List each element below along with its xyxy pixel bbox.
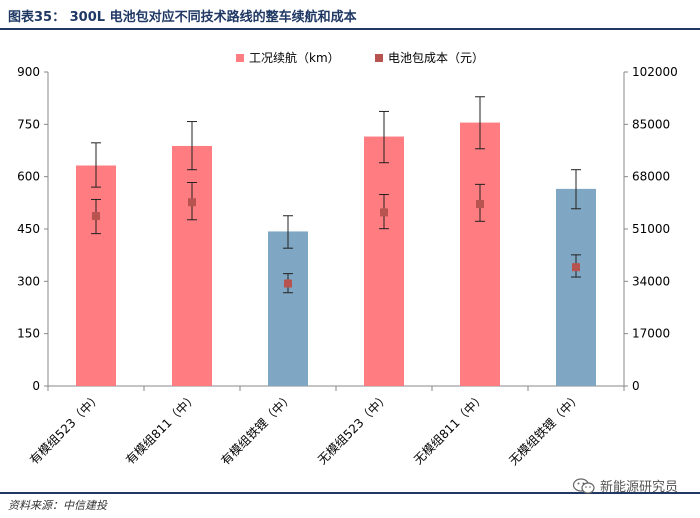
report-header: 图表35： 300L 电池包对应不同技术路线的整车续航和成本 <box>0 0 700 30</box>
bar-range <box>76 165 116 386</box>
chart: 0 150 300 450 600 750 900 0 17000 34000 51000 68000… <box>17 50 678 468</box>
y-left-tick-label: 0 <box>32 379 40 393</box>
cost-marker <box>380 208 388 217</box>
y-right-tick-label: 0 <box>632 379 640 393</box>
x-category-label: 无模组523（中） <box>314 390 392 468</box>
watermark: 新能源研究员 <box>572 476 678 495</box>
y-left-tick-label: 750 <box>17 117 40 131</box>
x-category-label: 无模组811（中） <box>410 390 488 468</box>
y-right-tick-label: 85000 <box>632 117 670 131</box>
x-category-label: 有模组811（中） <box>122 390 200 468</box>
y-right-tick-label: 17000 <box>632 327 670 341</box>
bar-range <box>364 136 404 386</box>
legend-cost-label: 电池包成本（元） <box>388 51 484 65</box>
cost-marker <box>92 212 100 221</box>
source-note: 资料来源：中信建投 <box>8 499 107 512</box>
wechat-icon <box>572 477 595 494</box>
cost-marker <box>188 198 196 207</box>
cost-marker <box>284 279 292 288</box>
bar-range <box>460 122 500 386</box>
bar-range <box>172 145 212 386</box>
x-category-label: 无模组铁锂（中） <box>506 390 584 468</box>
bar-range <box>556 188 596 386</box>
x-category-label: 有模组铁锂（中） <box>218 390 296 468</box>
watermark-text: 新能源研究员 <box>599 480 678 495</box>
x-category-label: 有模组523（中） <box>26 390 104 468</box>
header-rule <box>0 28 700 30</box>
legend-range-label: 工况续航（km） <box>249 50 340 65</box>
y-left-tick-label: 900 <box>17 65 40 79</box>
bar-range <box>268 231 308 386</box>
y-left-tick-label: 150 <box>17 327 40 341</box>
legend-range-swatch <box>236 54 244 62</box>
y-right-tick-label: 34000 <box>632 274 670 288</box>
footer-rule <box>0 492 700 494</box>
figure-title: 图表35： 300L 电池包对应不同技术路线的整车续航和成本 <box>8 10 357 25</box>
y-right-tick-label: 68000 <box>632 170 670 184</box>
y-right-tick-label: 51000 <box>632 222 670 236</box>
y-left-tick-label: 600 <box>17 170 40 184</box>
y-left-tick-label: 450 <box>17 222 40 236</box>
y-left-tick-label: 300 <box>17 274 40 288</box>
cost-marker <box>476 200 484 209</box>
y-right-tick-label: 102000 <box>632 65 678 79</box>
cost-marker <box>572 263 580 272</box>
legend-cost-swatch <box>375 54 383 62</box>
